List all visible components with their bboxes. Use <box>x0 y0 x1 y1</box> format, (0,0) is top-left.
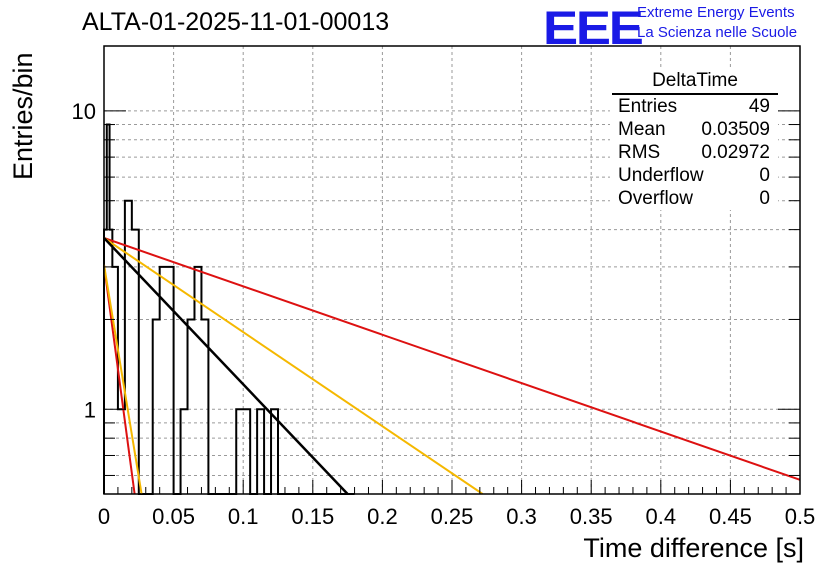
stats-value: 0 <box>759 188 770 209</box>
x-tick-label: 0.35 <box>570 504 613 529</box>
fit-yellow <box>104 237 484 494</box>
y-axis-label: Entries/bin <box>8 52 38 180</box>
stats-label: Underflow <box>618 165 704 186</box>
stats-row: Mean 0.03509 <box>610 118 778 141</box>
eee-logo: EEE <box>543 1 644 54</box>
stats-row: Underflow 0 <box>610 164 778 187</box>
plot-title: ALTA-01-2025-11-01-00013 <box>82 8 390 36</box>
stats-label: RMS <box>618 142 661 163</box>
x-axis-label: Time difference [s] <box>583 533 804 563</box>
histogram-bin <box>271 409 278 494</box>
histogram-bin <box>118 409 125 494</box>
y-tick-label: 1 <box>84 397 96 422</box>
x-tick-label: 0.4 <box>646 504 677 529</box>
fit-red-steep <box>104 264 136 494</box>
histogram-bin <box>188 319 195 494</box>
fit-red-shallow <box>104 237 800 481</box>
histogram-layer <box>103 123 355 495</box>
stats-box: DeltaTime Entries 49 Mean 0.03509 RMS 0.… <box>610 70 778 210</box>
x-tick-label: 0.5 <box>785 504 816 529</box>
stats-value: 0.02972 <box>701 142 770 163</box>
x-tick-label: 0.3 <box>506 504 537 529</box>
histogram-outline <box>103 123 355 495</box>
stats-label: Mean <box>618 119 666 140</box>
stats-row: Entries 49 <box>610 95 778 118</box>
histogram-bin <box>153 319 160 494</box>
axis-ticks-layer <box>103 110 801 494</box>
fit-curves-layer <box>104 237 800 494</box>
grid-layer <box>104 46 800 494</box>
x-tick-label: 0.15 <box>291 504 334 529</box>
logo-line-1: Extreme Energy Events <box>637 4 795 21</box>
x-tick-label: 0 <box>98 504 110 529</box>
x-tick-label: 0.1 <box>228 504 259 529</box>
stats-row: RMS 0.02972 <box>610 141 778 164</box>
logo-line-2: La Scienza nelle Scuole <box>637 24 798 41</box>
histogram-bin <box>110 230 113 494</box>
histogram-bin <box>160 267 174 494</box>
x-tick-label: 0.25 <box>431 504 474 529</box>
stats-label: Entries <box>618 96 678 117</box>
stats-row: Overflow 0 <box>610 187 778 210</box>
stats-name: DeltaTime <box>612 70 778 95</box>
y-tick-label: 10 <box>72 99 96 124</box>
x-tick-label: 0.2 <box>367 504 398 529</box>
stats-value: 49 <box>748 96 770 117</box>
stats-value: 0 <box>759 165 770 186</box>
histogram-bin <box>181 409 188 494</box>
x-tick-label: 0.05 <box>152 504 195 529</box>
fit-black <box>104 237 349 494</box>
fit-yellow-steep <box>104 264 143 494</box>
histogram-bin <box>257 409 264 494</box>
stats-label: Overflow <box>618 188 693 209</box>
stats-value: 0.03509 <box>701 119 770 140</box>
x-tick-label: 0.45 <box>709 504 752 529</box>
tick-labels-layer: 0 0.05 0.1 0.15 0.2 0.25 0.3 0.35 0.4 0.45 0.5 1 10 <box>72 99 816 529</box>
